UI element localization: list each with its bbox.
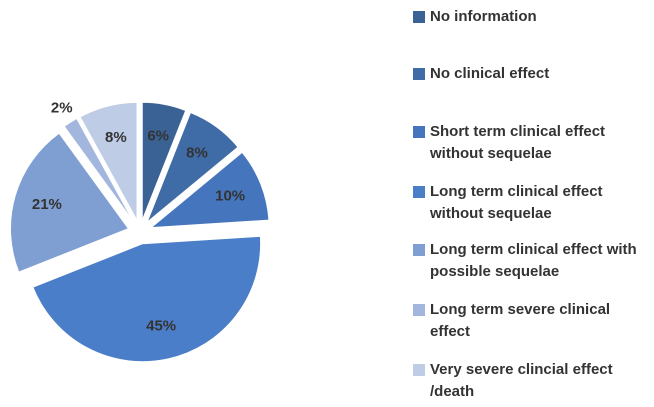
- data-label: 2%: [51, 100, 73, 117]
- pie-slice: [79, 101, 138, 221]
- legend-swatch: [413, 304, 425, 316]
- legend-item: Long term clinical effect with possible …: [413, 239, 651, 283]
- legend-item: Long term severe clinical effect: [413, 299, 651, 343]
- data-label: 6%: [147, 128, 169, 145]
- legend-item: No clinical effect: [413, 63, 651, 85]
- legend-item: Very severe clincial effect /death: [413, 359, 651, 403]
- legend-swatch: [413, 364, 425, 376]
- legend-label: No information: [430, 8, 537, 25]
- pie-slice: [141, 101, 187, 221]
- legend-label: Short term clinical effect without seque…: [430, 123, 606, 162]
- legend-swatch: [413, 126, 425, 138]
- data-label: 10%: [215, 187, 245, 204]
- legend-label: Long term severe clinical effect: [430, 301, 611, 340]
- data-label: 45%: [146, 318, 176, 335]
- pie-slice: [146, 111, 239, 223]
- data-label: 21%: [32, 196, 62, 213]
- legend-label: Very severe clincial effect /death: [430, 361, 613, 400]
- pie-slice: [149, 151, 270, 229]
- legend-label: No clinical effect: [430, 65, 550, 82]
- legend-item: Long term clinical effect without sequel…: [413, 181, 651, 225]
- legend-swatch: [413, 68, 425, 80]
- legend-label: Long term clinical effect with possible …: [430, 241, 637, 280]
- data-label: 8%: [186, 145, 208, 162]
- data-label: 8%: [105, 129, 127, 146]
- legend-item: No information: [413, 6, 651, 28]
- legend-swatch: [413, 244, 425, 256]
- legend-swatch: [413, 186, 425, 198]
- legend-label: Long term clinical effect without sequel…: [430, 183, 603, 222]
- pie-slice: [32, 235, 262, 363]
- pie-slice: [9, 132, 130, 273]
- legend-swatch: [413, 11, 425, 23]
- legend-item: Short term clinical effect without seque…: [413, 121, 651, 165]
- pie-slice: [63, 117, 135, 223]
